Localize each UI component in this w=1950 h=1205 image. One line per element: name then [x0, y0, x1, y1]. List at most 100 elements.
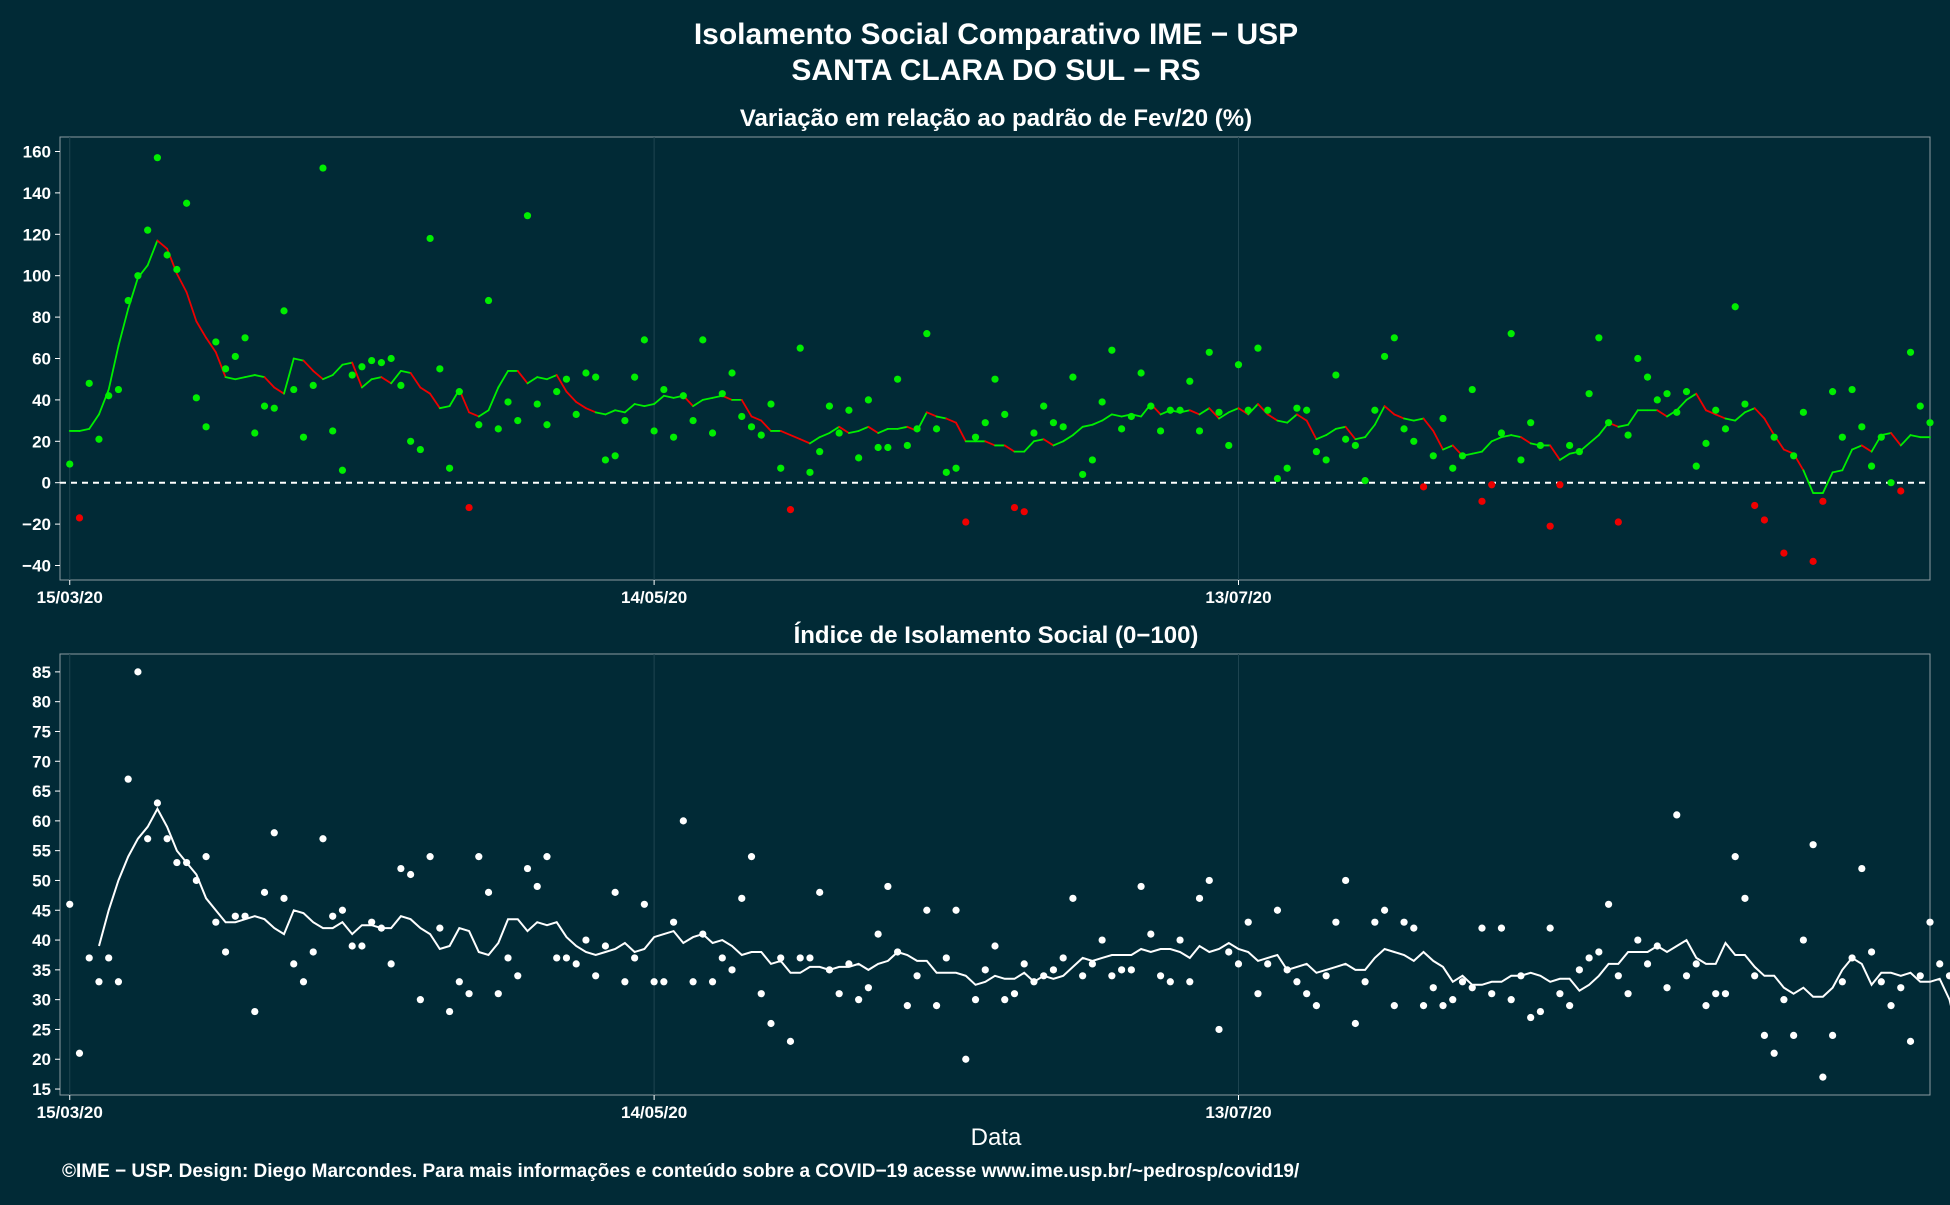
variation-moving-average-segment — [955, 421, 967, 443]
index-data-point — [747, 853, 756, 861]
index-moving-average-line — [98, 806, 1950, 1007]
index-data-point — [1137, 882, 1145, 891]
variation-moving-average-segment — [1685, 392, 1698, 401]
variation-moving-average-segment — [1520, 436, 1532, 445]
variation-data-point — [991, 375, 999, 383]
variation-data-point — [465, 503, 473, 512]
variation-moving-average-segment — [380, 376, 393, 385]
index-y-tick-label: 75 — [32, 722, 51, 741]
variation-data-point — [1156, 427, 1165, 435]
index-data-point — [1556, 990, 1564, 998]
variation-moving-average-segment — [1549, 444, 1561, 461]
index-data-point — [1380, 906, 1389, 914]
index-data-point — [1322, 972, 1330, 980]
variation-moving-average-segment — [419, 386, 432, 395]
variation-data-point — [1342, 435, 1350, 443]
variation-moving-average-segment — [399, 370, 412, 374]
index-data-point — [1429, 984, 1437, 992]
variation-data-point — [66, 460, 74, 468]
variation-moving-average-segment — [750, 415, 763, 422]
variation-x-tick-label: 13/07/20 — [1205, 588, 1271, 607]
index-data-point — [1264, 960, 1272, 968]
index-data-point — [1400, 918, 1408, 926]
variation-moving-average-segment — [1072, 425, 1084, 436]
variation-data-point — [796, 344, 804, 352]
variation-data-point — [1380, 352, 1389, 361]
index-data-point — [1770, 1049, 1778, 1057]
variation-data-point — [329, 427, 337, 435]
variation-moving-average-segment — [1325, 427, 1337, 436]
variation-moving-average-segment — [156, 239, 169, 250]
index-data-point — [1692, 960, 1700, 968]
variation-moving-average-segment — [779, 430, 792, 436]
index-data-point — [494, 990, 502, 998]
variation-data-point — [1604, 419, 1613, 427]
index-data-point — [436, 924, 444, 932]
variation-data-point — [455, 388, 463, 396]
variation-moving-average-segment — [331, 363, 344, 376]
index-data-point — [631, 954, 639, 962]
index-data-point — [1371, 918, 1379, 926]
main-title: Isolamento Social Comparativo IME − USP — [694, 18, 1298, 51]
variation-data-point — [650, 427, 658, 435]
index-data-point — [1410, 924, 1418, 932]
index-data-point — [1507, 996, 1515, 1004]
index-data-point — [923, 906, 931, 914]
index-data-point — [1020, 960, 1028, 968]
index-data-point — [1010, 990, 1019, 998]
variation-data-point — [221, 365, 230, 373]
variation-y-tick-label: 140 — [23, 184, 51, 203]
index-y-tick-label: 55 — [32, 842, 51, 861]
index-data-point — [95, 978, 103, 986]
index-data-point — [251, 1007, 259, 1016]
variation-moving-average-segment — [1023, 440, 1035, 453]
index-data-point — [1468, 984, 1476, 992]
variation-data-point — [241, 334, 249, 342]
variation-moving-average-segment — [526, 376, 539, 385]
variation-moving-average-segment — [984, 440, 996, 447]
variation-moving-average-segment — [1334, 425, 1347, 430]
variation-moving-average-segment — [429, 392, 441, 410]
variation-moving-average-segment — [117, 307, 130, 347]
variation-data-point — [124, 296, 132, 305]
variation-moving-average-segment — [292, 357, 305, 362]
variation-x-tick-label: 14/05/20 — [621, 588, 687, 607]
index-data-point — [1088, 960, 1096, 968]
index-data-point — [1575, 966, 1583, 974]
variation-data-point — [1517, 456, 1525, 464]
variation-data-point — [1371, 406, 1379, 414]
variation-data-point — [1010, 503, 1019, 512]
index-data-point — [1127, 966, 1135, 974]
index-y-tick-label: 70 — [32, 752, 51, 771]
variation-data-point — [95, 435, 103, 443]
index-data-point — [592, 972, 600, 980]
variation-data-point — [1829, 388, 1837, 396]
variation-data-point — [1478, 497, 1486, 505]
index-data-point — [650, 978, 658, 986]
variation-data-point — [757, 431, 765, 439]
index-data-point — [1059, 954, 1067, 962]
variation-data-point — [1867, 462, 1876, 470]
index-data-point — [1653, 942, 1661, 950]
variation-data-point — [212, 338, 220, 346]
variation-moving-average-segment — [633, 403, 646, 408]
index-data-point — [942, 954, 950, 962]
variation-data-point — [1001, 410, 1009, 418]
index-y-tick-label: 60 — [32, 812, 51, 831]
index-data-point — [660, 978, 668, 986]
variation-moving-average-segment — [1354, 436, 1367, 441]
variation-moving-average-segment — [1227, 407, 1240, 414]
index-data-point — [1712, 990, 1720, 998]
variation-data-point — [1410, 437, 1418, 445]
index-data-point — [621, 978, 629, 986]
variation-data-point — [816, 448, 824, 456]
index-data-point — [368, 918, 376, 926]
variation-moving-average-segment — [224, 376, 237, 381]
variation-data-point — [1312, 448, 1321, 456]
variation-data-point — [884, 443, 892, 452]
variation-moving-average-segment — [370, 376, 383, 381]
variation-data-point — [718, 390, 726, 398]
variation-y-tick-label: 160 — [23, 142, 51, 161]
index-data-point — [231, 912, 239, 920]
